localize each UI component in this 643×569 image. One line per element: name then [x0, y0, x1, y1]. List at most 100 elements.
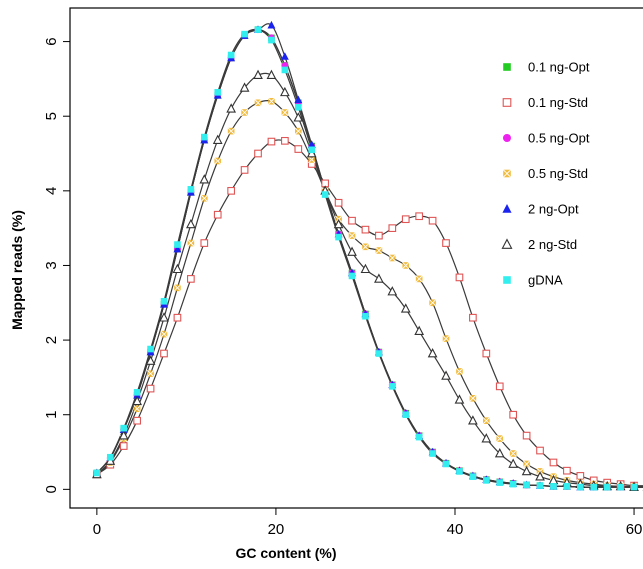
point-6-9 [214, 89, 222, 96]
legend: 0.1 ng-Opt 0.1 ng-Std 0.5 ng-Opt 0.5 ng-Std… [501, 60, 590, 288]
point-1-5 [160, 349, 168, 358]
point-1-2 [119, 442, 128, 450]
point-6-31 [509, 480, 517, 488]
series-lines [96, 23, 643, 488]
point-6-35 [563, 483, 571, 490]
point-1-9 [213, 210, 222, 219]
point-5-24 [414, 325, 425, 335]
series-line-3 [96, 99, 643, 488]
point-5-32 [521, 465, 532, 476]
point-6-8 [200, 133, 208, 141]
point-5-5 [159, 312, 169, 322]
y-tick-label-5: 5 [43, 112, 60, 120]
x-tick-label-40: 40 [447, 521, 464, 538]
point-6-32 [523, 481, 530, 489]
legend-label-0: 0.1 ng-Opt [528, 60, 590, 75]
point-6-40 [630, 483, 638, 491]
legend-marker-1 [502, 98, 512, 107]
point-5-27 [454, 394, 465, 404]
point-1-19 [348, 216, 356, 225]
point-1-8 [200, 239, 209, 247]
point-5-26 [441, 370, 451, 380]
point-6-33 [536, 482, 544, 489]
point-6-39 [617, 483, 624, 491]
plot-frame [69, 7, 643, 509]
point-1-7 [187, 275, 195, 283]
point-3-25 [428, 299, 437, 307]
point-1-26 [442, 239, 450, 247]
point-6-11 [241, 30, 248, 38]
point-3-23 [402, 261, 410, 270]
point-5-10 [226, 103, 237, 113]
point-5-18 [333, 218, 344, 229]
point-3-14 [281, 108, 289, 117]
series-markers [91, 20, 643, 491]
x-tick-label-20: 20 [268, 521, 285, 538]
point-5-13 [266, 69, 277, 80]
legend-label-6: gDNA [528, 273, 563, 288]
point-6-16 [308, 146, 316, 154]
legend-label-2: 0.5 ng-Opt [528, 131, 590, 146]
point-6-6 [174, 241, 181, 248]
legend-label-5: 2 ng-Std [528, 237, 577, 252]
point-4-14 [280, 52, 289, 60]
legend-marker-4 [502, 204, 512, 213]
point-5-31 [508, 458, 519, 468]
y-tick-label-1: 1 [43, 411, 60, 419]
point-6-19 [348, 272, 356, 280]
point-6-14 [281, 66, 289, 74]
point-1-33 [536, 446, 544, 455]
point-3-6 [173, 284, 182, 292]
point-3-31 [509, 449, 517, 458]
point-6-25 [429, 450, 436, 457]
point-5-22 [387, 286, 398, 296]
point-6-22 [389, 383, 396, 390]
x-tick-label-0: 0 [93, 521, 101, 538]
point-1-25 [428, 216, 437, 225]
point-3-3 [133, 405, 141, 413]
point-3-27 [455, 367, 464, 376]
point-1-32 [522, 431, 531, 440]
point-3-32 [522, 460, 531, 468]
point-6-13 [268, 36, 275, 44]
point-3-20 [361, 243, 370, 251]
point-1-35 [563, 466, 571, 475]
point-1-24 [415, 212, 424, 221]
point-6-15 [295, 103, 302, 111]
point-4-15 [294, 95, 303, 104]
point-6-2 [120, 424, 128, 432]
point-6-28 [469, 473, 477, 480]
legend-label-4: 2 ng-Opt [528, 202, 579, 217]
point-5-21 [374, 273, 384, 283]
legend-marker-6 [503, 276, 511, 284]
point-1-6 [173, 313, 182, 322]
point-6-26 [442, 460, 450, 468]
point-1-15 [294, 145, 303, 153]
x-axis-title: GC content (%) [235, 545, 336, 561]
point-5-23 [400, 303, 411, 313]
point-1-21 [375, 231, 383, 240]
point-5-9 [212, 134, 223, 144]
legend-marker-5 [501, 238, 513, 249]
point-5-8 [199, 174, 210, 184]
point-1-23 [401, 215, 410, 224]
point-4-13 [267, 20, 276, 29]
point-6-3 [133, 389, 141, 396]
point-6-29 [483, 477, 490, 484]
y-tick-label-2: 2 [43, 336, 60, 344]
point-1-10 [227, 186, 236, 195]
point-1-20 [361, 225, 370, 234]
point-5-11 [239, 82, 250, 92]
point-3-24 [415, 275, 423, 283]
legend-marker-3 [502, 169, 512, 178]
legend-label-3: 0.5 ng-Std [528, 166, 588, 181]
point-3-8 [200, 194, 208, 202]
point-6-23 [402, 411, 410, 419]
point-5-25 [427, 348, 438, 358]
point-6-30 [496, 479, 504, 486]
point-1-14 [281, 136, 289, 145]
point-6-34 [550, 483, 557, 490]
point-1-29 [482, 349, 491, 358]
point-3-4 [146, 370, 155, 378]
